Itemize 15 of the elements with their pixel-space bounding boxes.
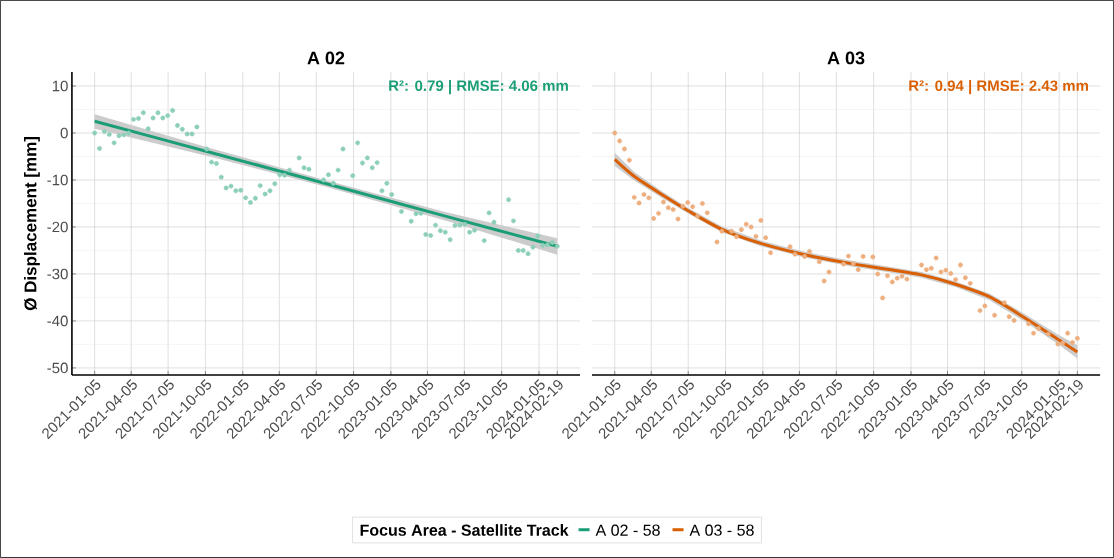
y-tick-label: -40 bbox=[47, 315, 68, 327]
chart-title: A 03 bbox=[827, 51, 865, 65]
y-tick-label: -20 bbox=[47, 221, 68, 233]
legend-title: Focus Area - Satellite Track bbox=[360, 524, 569, 536]
chart-title: A 02 bbox=[307, 51, 345, 65]
legend-label: A 03 - 58 bbox=[689, 524, 754, 536]
annotation: R²: 0.94 | RMSE: 2.43 mm bbox=[909, 80, 1088, 95]
annotation: R²: 0.79 | RMSE: 4.06 mm bbox=[389, 80, 568, 95]
y-tick-label: 10 bbox=[52, 80, 68, 92]
y-tick-label: 0 bbox=[60, 127, 68, 139]
legend-label: A 02 - 58 bbox=[595, 524, 660, 536]
y-axis-title: Ø Displacement [mm] bbox=[24, 137, 40, 311]
y-tick-label: -10 bbox=[47, 174, 68, 186]
y-tick-label: -30 bbox=[47, 268, 68, 280]
y-tick-label: -50 bbox=[47, 362, 68, 374]
